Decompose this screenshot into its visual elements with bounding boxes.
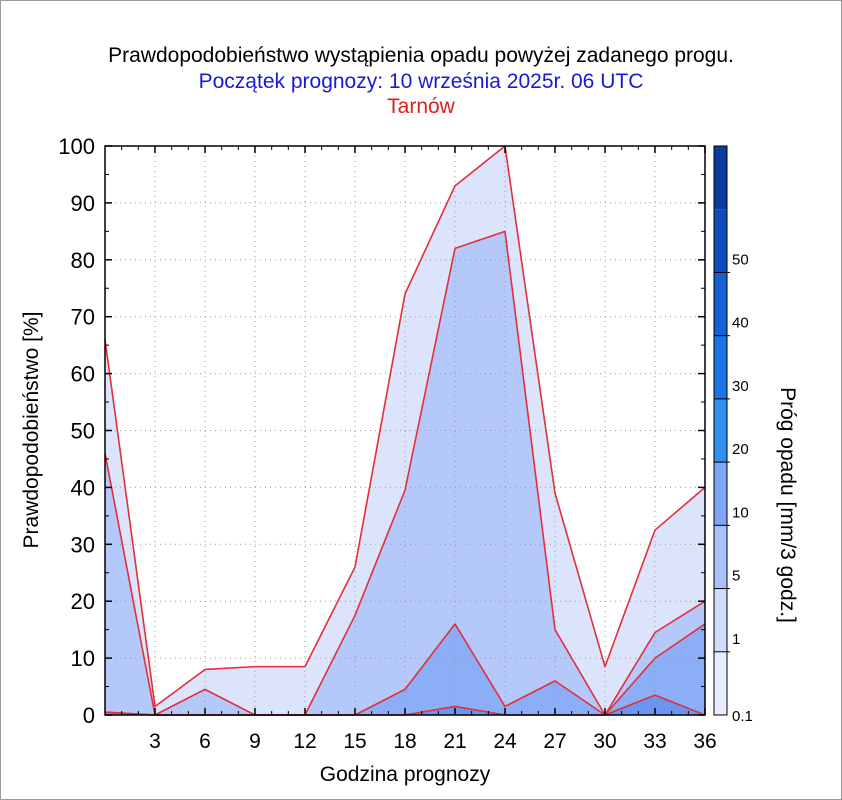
colorbar-segment [714,525,727,589]
colorbar-level-label: 1 [732,631,740,648]
chart-title: Prawdopodobieństwo wystąpienia opadu pow… [108,44,734,67]
x-tick-label: 18 [393,730,416,753]
area-threshold-1 [105,231,705,715]
colorbar-level-label: 30 [732,378,749,395]
x-tick-label: 27 [543,730,566,753]
colorbar-segment [714,588,727,652]
colorbar-level-label: 50 [732,251,749,268]
y-axis-ticks: 0 10 20 30 40 50 60 70 80 90 100 [58,134,705,728]
y-tick-label: 90 [71,191,95,216]
colorbar-level-label: 5 [732,568,740,585]
x-tick-label: 21 [443,730,466,753]
y-tick-label: 50 [71,419,95,444]
forecast-start-subtitle: Początek prognozy: 10 września 2025r. 06… [198,70,644,93]
colorbar-segment [714,462,727,526]
colorbar-segment [714,398,727,463]
x-tick-label: 12 [293,730,316,753]
y-tick-label: 70 [71,305,95,330]
colorbar-label: Próg opadu [mm/3 godz.] [776,387,799,623]
y-tick-label: 10 [71,646,95,671]
x-tick-label: 3 [149,730,161,753]
x-tick-label: 36 [693,730,716,753]
y-axis-label: Prawdopodobieństwo [%] [20,312,43,549]
y-tick-label: 60 [71,362,95,387]
colorbar-segment [714,209,727,273]
colorbar-segment [714,146,727,210]
area-threshold-3 [105,695,705,715]
y-tick-label: 40 [71,475,95,500]
colorbar-level-label: 0.1 [732,708,753,725]
colorbar-level-label: 10 [732,504,749,521]
y-tick-label: 0 [83,703,95,728]
y-tick-label: 30 [71,532,95,557]
x-tick-label: 30 [593,730,616,753]
x-tick-label: 33 [643,730,666,753]
colorbar-segment [714,335,727,399]
x-tick-label: 9 [249,730,261,753]
x-tick-label: 6 [199,730,211,753]
x-axis-label: Godzina prognozy [320,763,491,786]
colorbar-segment [714,272,727,336]
x-tick-label: 15 [343,730,366,753]
area-threshold-2 [105,623,705,715]
outline-threshold-0 [104,145,706,708]
colorbar-segment [714,651,727,715]
y-tick-label: 20 [71,589,95,614]
colorbar-level-label: 20 [732,441,749,458]
y-tick-label: 80 [71,248,95,273]
x-tick-label: 24 [493,730,517,753]
location-name: Tarnów [387,95,455,118]
threshold-colorbar: 0.1 1 5 10 20 30 40 50 [713,145,753,725]
grid-lines [105,146,705,715]
y-tick-label: 100 [58,134,95,159]
x-axis-ticks: 3 6 9 12 15 18 21 24 27 30 33 36 [121,146,717,753]
colorbar-border [713,145,728,716]
colorbar-level-label: 40 [732,315,749,332]
